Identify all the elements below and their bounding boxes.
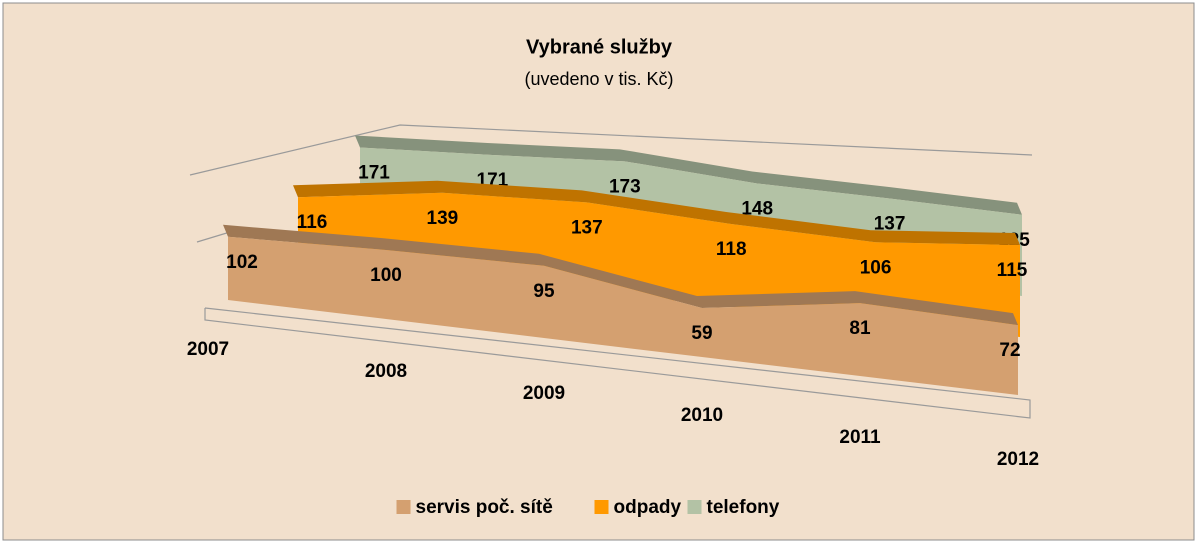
chart-subtitle: (uvedeno v tis. Kč): [524, 69, 673, 89]
x-tick-label: 2007: [187, 339, 229, 360]
value-label: 115: [997, 260, 1028, 281]
value-label: 137: [571, 217, 603, 238]
value-label: 139: [427, 208, 459, 229]
chart-title: Vybrané služby: [526, 36, 673, 58]
x-tick-label: 2008: [365, 361, 407, 382]
walls: [189, 124, 1033, 419]
value-label: 116: [297, 212, 328, 233]
value-label: 171: [358, 163, 390, 184]
x-tick-label: 2012: [997, 449, 1039, 470]
value-label: 95: [533, 281, 555, 302]
legend-swatch: [687, 500, 702, 514]
legend-label: telefony: [707, 497, 780, 518]
value-label: 173: [609, 176, 641, 197]
back-wall-mid: [196, 231, 231, 243]
legend-label: servis poč. sítě: [416, 497, 553, 518]
legend-swatch: [594, 500, 609, 514]
area-top-face: [355, 135, 1022, 215]
value-label: 100: [370, 265, 402, 286]
value-label: 81: [849, 318, 871, 339]
floor-edge: [204, 307, 1031, 419]
value-label: 59: [691, 323, 712, 344]
x-tick-label: 2011: [839, 427, 881, 448]
value-label: 148: [741, 198, 773, 219]
x-tick-label: 2009: [523, 383, 565, 404]
area-top-face: [223, 224, 1018, 326]
value-label: 137: [874, 213, 906, 234]
back-wall-top: [189, 124, 1033, 176]
value-label: 118: [716, 239, 747, 260]
value-label: 72: [999, 340, 1020, 361]
legend-label: odpady: [614, 497, 682, 518]
value-label: 106: [860, 257, 892, 278]
area-top-face: [293, 180, 1020, 245]
legend-swatch: [396, 500, 411, 514]
area-front-face: [228, 236, 1018, 395]
value-label: 102: [226, 252, 258, 273]
x-tick-label: 2010: [681, 405, 723, 426]
